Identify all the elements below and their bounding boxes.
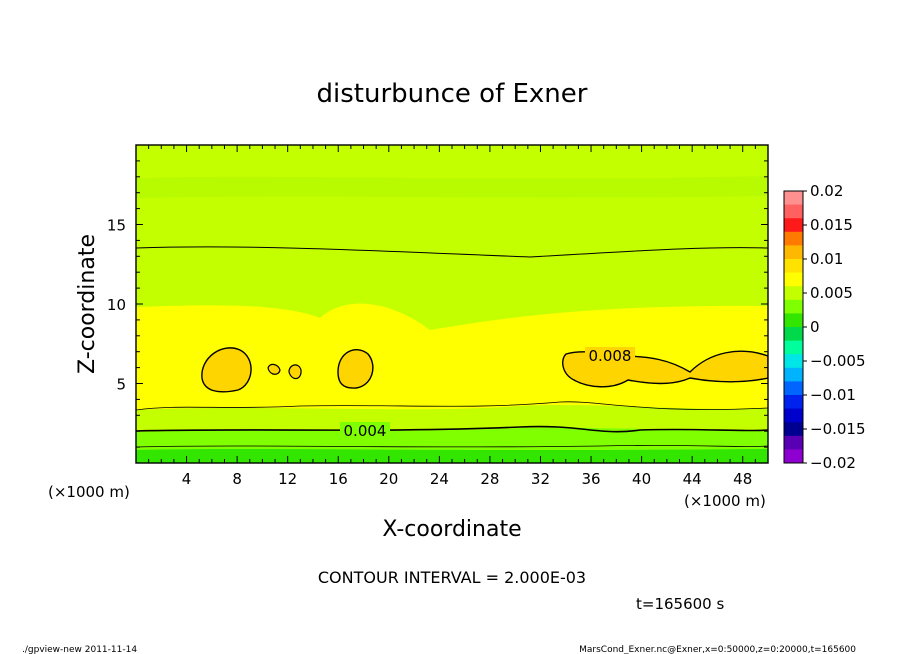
contour-line-lower xyxy=(136,445,768,448)
colorbar-segment xyxy=(784,191,803,206)
colorbar-segment xyxy=(784,231,803,246)
x-tick-label: 24 xyxy=(430,470,449,488)
colorbar-label: 0.02 xyxy=(810,182,843,200)
colorbar-segment xyxy=(784,408,803,423)
contour-cell-17 xyxy=(337,349,374,389)
colorbar xyxy=(784,191,803,464)
x-axis-ticks: 4 8 12 16 20 24 28 32 36 40 44 48 xyxy=(148,145,756,488)
contour-line-upper xyxy=(136,246,768,258)
colorbar-label: −0.01 xyxy=(810,386,856,404)
x-unit-right: (×1000 m) xyxy=(684,492,766,510)
y-tick-label: 5 xyxy=(116,376,126,394)
label-bg-0004 xyxy=(340,422,390,438)
y-axis-ticks: 5 10 15 xyxy=(107,160,768,448)
colorbar-segment xyxy=(784,204,803,219)
contour-interval-text: CONTOUR INTERVAL = 2.000E-03 xyxy=(318,568,586,587)
contour-line-0004 xyxy=(136,425,768,433)
x-unit-left: (×1000 m) xyxy=(48,483,130,501)
colorbar-label: 0.005 xyxy=(810,284,853,302)
footer-right: MarsCond_Exner.nc@Exner,x=0:50000,z=0:20… xyxy=(579,645,856,654)
colorbar-segment xyxy=(784,299,803,314)
colorbar-segment xyxy=(784,367,803,382)
time-text: t=165600 s xyxy=(636,595,724,613)
colorbar-segment xyxy=(784,354,803,369)
x-tick-label: 44 xyxy=(683,470,702,488)
colorbar-label: −0.015 xyxy=(810,420,866,438)
colorbar-segment xyxy=(784,286,803,301)
x-tick-label: 36 xyxy=(581,470,600,488)
band-dark-green xyxy=(136,449,768,463)
label-bg-0008 xyxy=(585,347,635,363)
contour-label-0004: 0.004 xyxy=(344,422,387,440)
chart-title: disturbunce of Exner xyxy=(317,79,588,109)
contour-plot: 0.004 0.008 xyxy=(136,145,768,463)
colorbar-segment xyxy=(784,245,803,260)
band-upper-shade xyxy=(136,176,768,198)
colorbar-label: −0.005 xyxy=(810,352,866,370)
colorbar-segment xyxy=(784,313,803,328)
x-tick-label: 8 xyxy=(232,470,242,488)
x-tick-label: 16 xyxy=(329,470,348,488)
footer-left: ./gpview-new 2011-11-14 xyxy=(22,645,137,654)
colorbar-segment xyxy=(784,340,803,355)
colorbar-label: 0.015 xyxy=(810,216,853,234)
contour-line-yellow-edge xyxy=(136,401,768,411)
x-tick-label: 20 xyxy=(379,470,398,488)
y-axis-title: Z-coordinate xyxy=(75,234,100,374)
contour-cell-11 xyxy=(267,363,281,375)
x-tick-label: 48 xyxy=(733,470,752,488)
contour-label-0008: 0.008 xyxy=(589,347,632,365)
colorbar-segment xyxy=(784,272,803,287)
colorbar-segment xyxy=(784,435,803,450)
contour-cell-8 xyxy=(201,347,252,393)
contour-cell-13 xyxy=(288,364,302,380)
x-tick-label: 32 xyxy=(531,470,550,488)
colorbar-label: −0.02 xyxy=(810,454,856,472)
colorbar-label: 0.01 xyxy=(810,250,843,268)
y-tick-label: 15 xyxy=(107,217,126,235)
x-axis-title: X-coordinate xyxy=(382,517,521,542)
colorbar-segment xyxy=(784,422,803,437)
colorbar-labels: 0.02 0.015 0.01 0.005 0 −0.005 −0.01 −0.015 −0.0… xyxy=(803,182,866,472)
x-tick-label: 4 xyxy=(182,470,192,488)
colorbar-segment xyxy=(784,327,803,342)
colorbar-segment xyxy=(784,259,803,274)
colorbar-segment xyxy=(784,395,803,410)
colorbar-segment xyxy=(784,449,803,464)
x-tick-label: 28 xyxy=(480,470,499,488)
colorbar-segment xyxy=(784,218,803,233)
y-tick-label: 10 xyxy=(107,296,126,314)
x-tick-label: 12 xyxy=(278,470,297,488)
colorbar-label: 0 xyxy=(810,318,820,336)
colorbar-segment xyxy=(784,381,803,396)
x-tick-label: 40 xyxy=(632,470,651,488)
